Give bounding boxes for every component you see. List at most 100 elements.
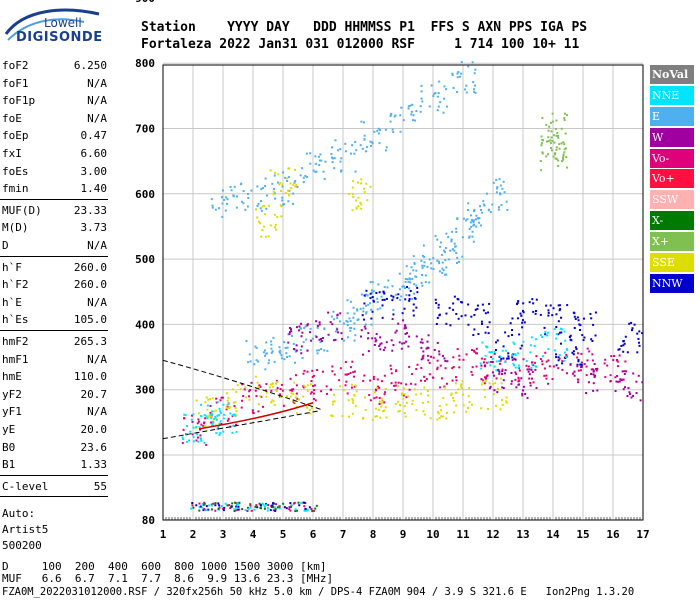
data-point bbox=[223, 506, 226, 509]
data-point bbox=[571, 351, 574, 354]
data-point bbox=[273, 404, 276, 407]
logo-text-bottom: DIGISONDE bbox=[16, 30, 103, 45]
data-point bbox=[204, 417, 207, 420]
data-point bbox=[264, 389, 267, 392]
data-point bbox=[496, 391, 499, 394]
data-point bbox=[294, 396, 297, 399]
data-point bbox=[552, 365, 555, 368]
data-point bbox=[345, 319, 348, 322]
data-point bbox=[505, 400, 508, 403]
data-point bbox=[623, 386, 626, 389]
data-point bbox=[414, 383, 417, 386]
data-point bbox=[219, 412, 222, 415]
data-point bbox=[551, 378, 554, 381]
data-point bbox=[401, 312, 404, 315]
data-point bbox=[370, 323, 373, 326]
data-point bbox=[344, 384, 347, 387]
data-point bbox=[272, 502, 275, 505]
data-point bbox=[278, 183, 281, 186]
data-point bbox=[409, 278, 412, 281]
data-point bbox=[295, 349, 298, 352]
data-point bbox=[545, 304, 548, 307]
data-point bbox=[275, 389, 278, 392]
data-point bbox=[360, 203, 363, 206]
data-point bbox=[277, 173, 280, 176]
data-point bbox=[439, 101, 442, 104]
data-point bbox=[292, 342, 295, 345]
data-point bbox=[399, 130, 402, 133]
data-point bbox=[310, 339, 313, 342]
data-point bbox=[346, 320, 349, 323]
data-point bbox=[289, 509, 292, 512]
data-point bbox=[320, 340, 323, 343]
polarization-legend: NoVal NNE E W Vo- Vo+ SSW X- X+ SSE NNW bbox=[650, 65, 694, 295]
data-point bbox=[384, 346, 387, 349]
data-point bbox=[402, 119, 405, 122]
data-point bbox=[312, 509, 315, 512]
data-point bbox=[304, 507, 307, 510]
data-point bbox=[363, 190, 366, 193]
data-point bbox=[576, 352, 579, 355]
data-point bbox=[216, 428, 219, 431]
data-point bbox=[352, 316, 355, 319]
data-point bbox=[628, 322, 631, 325]
data-point bbox=[263, 505, 266, 508]
data-point bbox=[532, 302, 535, 305]
data-point bbox=[558, 354, 561, 357]
data-point bbox=[348, 415, 351, 418]
data-point bbox=[473, 210, 476, 213]
data-point bbox=[552, 134, 555, 137]
data-point bbox=[467, 406, 470, 409]
data-point bbox=[306, 389, 309, 392]
data-point bbox=[316, 326, 319, 329]
data-point bbox=[283, 358, 286, 361]
data-point bbox=[479, 208, 482, 211]
data-point bbox=[204, 509, 207, 512]
y-tick-label: 400 bbox=[135, 318, 155, 331]
data-point bbox=[378, 400, 381, 403]
data-point bbox=[344, 150, 347, 153]
data-point bbox=[425, 347, 428, 350]
data-point bbox=[438, 350, 441, 353]
data-point bbox=[437, 260, 440, 263]
data-point bbox=[236, 384, 239, 387]
data-point bbox=[498, 359, 501, 362]
data-point bbox=[293, 348, 296, 351]
param-value: N/A bbox=[87, 76, 107, 90]
data-point bbox=[362, 310, 365, 313]
data-point bbox=[563, 359, 566, 362]
data-point bbox=[545, 360, 548, 363]
data-point bbox=[270, 343, 273, 346]
data-point bbox=[254, 389, 257, 392]
data-point bbox=[553, 349, 556, 352]
data-point bbox=[519, 347, 522, 350]
data-point bbox=[413, 292, 416, 295]
data-point bbox=[583, 336, 586, 339]
data-point bbox=[639, 399, 642, 402]
data-point bbox=[274, 509, 277, 512]
data-point bbox=[234, 501, 237, 504]
data-point bbox=[534, 312, 537, 315]
data-point bbox=[616, 365, 619, 368]
data-point bbox=[368, 394, 371, 397]
data-point bbox=[295, 412, 298, 415]
data-point bbox=[436, 109, 439, 112]
data-point bbox=[309, 412, 312, 415]
data-point bbox=[347, 399, 350, 402]
data-point bbox=[408, 287, 411, 290]
data-point bbox=[421, 341, 424, 344]
data-point bbox=[513, 352, 516, 355]
data-point bbox=[522, 385, 525, 388]
data-point bbox=[628, 393, 631, 396]
data-point bbox=[233, 413, 236, 416]
data-point bbox=[443, 385, 446, 388]
data-point bbox=[183, 417, 186, 420]
data-point bbox=[415, 335, 418, 338]
data-point bbox=[400, 295, 403, 298]
data-point bbox=[445, 382, 448, 385]
data-point bbox=[551, 314, 554, 317]
data-point bbox=[259, 504, 262, 507]
data-point bbox=[443, 357, 446, 360]
data-point bbox=[531, 361, 534, 364]
data-point bbox=[456, 76, 459, 79]
